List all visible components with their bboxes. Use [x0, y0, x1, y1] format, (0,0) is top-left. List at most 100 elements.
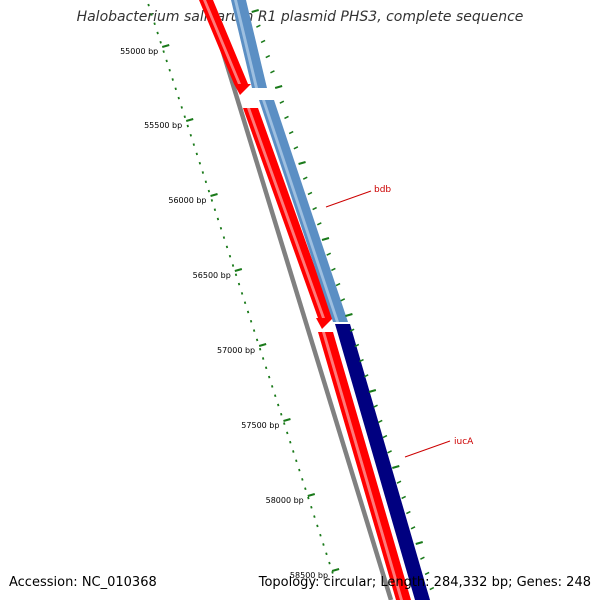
scale-dot	[301, 478, 304, 481]
accession-label: Accession: NC_010368	[9, 575, 157, 590]
scale-dot	[319, 533, 322, 537]
scale-dot	[153, 22, 156, 26]
cds-arrow-bdb	[243, 108, 333, 318]
scale-dot	[280, 412, 283, 416]
gene-label-iuca: iucA	[454, 437, 474, 447]
scale-dot	[222, 236, 226, 239]
scale-dot	[246, 310, 250, 314]
scale-dot	[213, 208, 217, 212]
scale-tick-label: 55500 bp	[144, 121, 182, 130]
gene-label-bdb: bdb	[374, 185, 391, 195]
scale-dot	[255, 338, 259, 342]
scale-dot	[310, 505, 313, 509]
gene-track-tick	[392, 465, 400, 469]
gene-track-tick	[363, 374, 369, 378]
scale-dot	[234, 273, 238, 277]
gene-track-tick	[279, 100, 285, 104]
cds-arrow-iucA	[318, 332, 411, 600]
gene-track-tick	[401, 495, 407, 500]
scale-dot	[162, 50, 165, 53]
cds-highlight	[247, 108, 325, 318]
scale-tick-label: 57000 bp	[217, 346, 255, 355]
gene-track-tick	[373, 404, 378, 408]
scale-dot	[322, 543, 325, 546]
topology-summary: Topology: circular; Length: 284,332 bp; …	[258, 575, 591, 590]
gene-track-tick	[424, 571, 430, 576]
scale-dot	[274, 394, 277, 398]
gene-track	[231, 0, 430, 600]
gene-track-tick	[349, 328, 355, 332]
scale-dot	[237, 282, 241, 286]
gene-track-tick	[302, 176, 308, 180]
scale-dot	[298, 468, 301, 472]
scale-dot	[204, 180, 208, 184]
gene-track-tick	[377, 419, 383, 424]
scale-dot	[264, 366, 268, 370]
scale-dot	[174, 87, 177, 91]
scale-tick	[161, 44, 170, 48]
scale-tick	[307, 493, 316, 497]
gene-track-tick	[265, 54, 271, 59]
scale-dot	[295, 459, 298, 463]
scale-dot	[159, 40, 162, 44]
scale-dot	[289, 440, 292, 444]
gene-highlight	[234, 0, 258, 88]
scale-dot	[240, 292, 244, 295]
scale-tick-label: 58000 bp	[266, 496, 304, 505]
gene-track-tick	[298, 161, 306, 165]
gene-track-ticks	[251, 9, 435, 591]
gene-track-tick	[429, 586, 435, 591]
scale-tick	[258, 343, 267, 347]
scale-tick-label: 55000 bp	[120, 47, 158, 56]
scale-dot	[216, 217, 220, 221]
scale-dot	[177, 96, 180, 100]
cds-arrow-bdb-head	[316, 318, 333, 329]
scale-ticks: 55000 bp 55500 bp 56000 bp 56500 bp 57000 bp…	[120, 44, 340, 580]
cds-highlight	[203, 0, 241, 84]
cds-arrow-1-head	[234, 84, 251, 95]
scale-dot	[307, 496, 310, 500]
scale-tick	[210, 193, 218, 197]
gene-track-tick	[335, 282, 341, 287]
scale-dot	[171, 78, 174, 81]
gene-track-tick	[354, 343, 360, 348]
gene-highlight	[262, 100, 339, 322]
scale-dot	[192, 143, 195, 146]
gene-leader-line	[404, 440, 451, 458]
scale-dot	[316, 524, 319, 528]
scale-dot	[313, 515, 316, 518]
gene-leader-line	[325, 190, 372, 208]
gene-track-tick	[382, 434, 388, 439]
gene-track-tick	[396, 480, 402, 484]
scale-dot	[268, 375, 271, 379]
scale-dot	[147, 3, 150, 7]
scale-dot	[225, 245, 229, 249]
scale-dot	[156, 31, 159, 35]
gene-track-tick	[406, 510, 411, 515]
scale-dot	[165, 59, 168, 63]
scale-dot	[261, 357, 265, 360]
sequence-backbone	[204, 0, 394, 600]
gene-track-tick	[284, 115, 289, 120]
scale-dot	[186, 124, 189, 128]
gene-track-tick	[340, 298, 346, 302]
scale-dot	[252, 329, 256, 332]
scale-dot	[258, 347, 262, 351]
scale-dot	[207, 189, 211, 193]
gene-track-tick	[256, 24, 261, 28]
scale-tick-label: 56500 bp	[193, 271, 231, 280]
gene-track-tick	[420, 556, 425, 560]
cds-track-forward	[199, 0, 411, 600]
scale-dot	[277, 403, 280, 407]
scale-dot	[150, 13, 153, 16]
gene-track-tick	[274, 85, 283, 89]
gene-track-tick	[251, 9, 259, 13]
gene-labels: bdb iucA	[325, 185, 474, 458]
scale-dot	[180, 106, 183, 109]
scale-dot	[271, 385, 274, 388]
gene-track-tick	[326, 252, 332, 256]
gene-block-iucA	[335, 324, 430, 600]
scale-dot	[168, 68, 171, 72]
scale-dot	[304, 487, 307, 491]
scale-dot	[189, 133, 192, 137]
